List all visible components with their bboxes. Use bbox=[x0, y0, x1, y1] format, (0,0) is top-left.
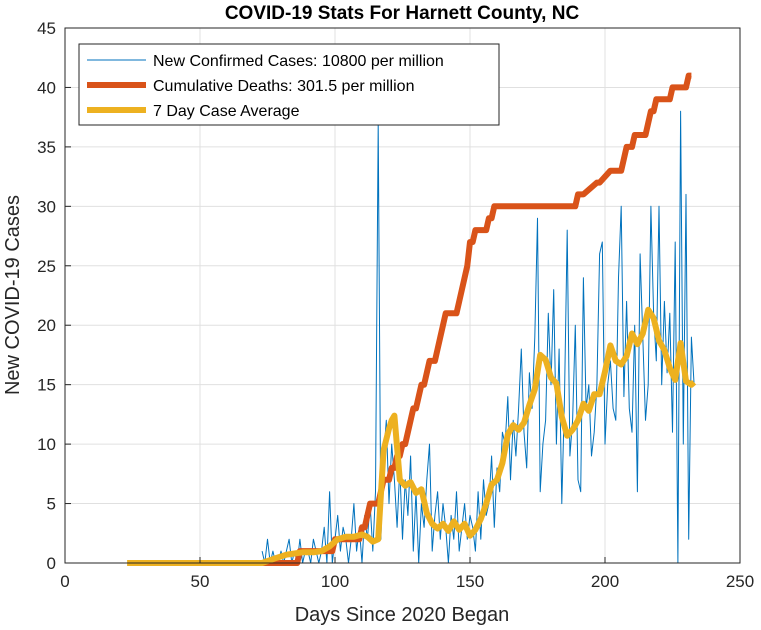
chart-title: COVID-19 Stats For Harnett County, NC bbox=[225, 3, 580, 24]
y-tick-label: 30 bbox=[37, 197, 56, 216]
series-line-average bbox=[127, 306, 697, 566]
y-tick-label: 25 bbox=[37, 257, 56, 276]
legend-box bbox=[78, 43, 500, 126]
y-tick-label: 15 bbox=[37, 376, 56, 395]
legend-label-new-cases: New Confirmed Cases: 10800 per million bbox=[153, 53, 444, 70]
y-tick-label: 45 bbox=[37, 19, 56, 38]
y-tick-label: 10 bbox=[37, 435, 56, 454]
x-tick-label: 250 bbox=[726, 572, 754, 591]
x-axis-label: Days Since 2020 Began bbox=[295, 604, 510, 626]
x-tick-label: 200 bbox=[591, 572, 619, 591]
legend-label-deaths: Cumulative Deaths: 301.5 per million bbox=[153, 78, 414, 95]
x-tick-label: 150 bbox=[456, 572, 484, 591]
y-tick-label: 40 bbox=[37, 78, 56, 97]
tick-layer: 0 50 100 150 200 250 0 5 10 15 20 25 30 35 40 45 bbox=[37, 19, 754, 591]
y-tick-label: 20 bbox=[37, 316, 56, 335]
x-tick-label: 100 bbox=[321, 572, 349, 591]
legend: New Confirmed Cases: 10800 per million C… bbox=[78, 43, 500, 126]
x-tick-label: 50 bbox=[191, 572, 210, 591]
plot-frame bbox=[64, 27, 741, 564]
y-tick-label: 5 bbox=[47, 495, 56, 514]
series-layer bbox=[127, 72, 697, 566]
y-tick-label: 35 bbox=[37, 138, 56, 157]
x-tick-label: 0 bbox=[60, 572, 69, 591]
series-line-deaths bbox=[262, 72, 692, 566]
y-axis-label: New COVID-19 Cases bbox=[2, 195, 24, 395]
legend-label-average: 7 Day Case Average bbox=[153, 103, 300, 120]
y-tick-label: 0 bbox=[47, 554, 56, 573]
